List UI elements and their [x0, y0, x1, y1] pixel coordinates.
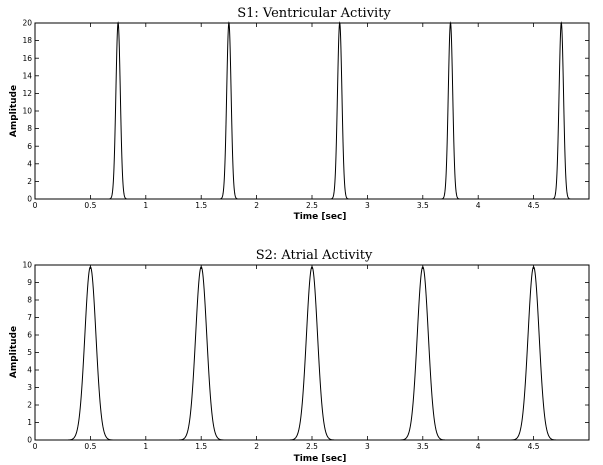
- x-tick-label: 2: [254, 201, 259, 210]
- x-tick-label: 1.5: [195, 442, 207, 451]
- x-tick-label: 0: [33, 201, 38, 210]
- y-tick-label: 18: [22, 36, 32, 45]
- y-tick-label: 8: [27, 124, 32, 133]
- panel-atrial: S2: Atrial Activity 0 0.5 1 1.5 2 2.5 3 3.5 4 4.5…: [9, 248, 590, 464]
- y-tick-label: 9: [27, 278, 32, 287]
- series-pulse: [433, 21, 468, 200]
- x-tick-label: 1.5: [195, 201, 207, 210]
- series-pulse: [323, 21, 357, 200]
- x-tick-label: 3.5: [417, 442, 429, 451]
- x-axis-label: Time [sec]: [294, 212, 347, 222]
- y-tick-label: 12: [22, 89, 32, 98]
- x-tick-label: 2.5: [306, 201, 318, 210]
- plot-frame: [34, 22, 590, 200]
- panel-ventricular: S1: Ventricular Activity 0 0.5 1 1.5 2 2.5 3 3.…: [9, 6, 590, 222]
- curve-group: [51, 265, 573, 441]
- x-tick-label: 3: [365, 442, 370, 451]
- y-tick-label: 5: [27, 348, 32, 357]
- y-tick-label: 0: [27, 436, 32, 445]
- series-pulse: [273, 265, 351, 441]
- x-tick-label: 2: [254, 442, 259, 451]
- series-pulse: [384, 265, 462, 441]
- x-tick-label: 0: [33, 442, 38, 451]
- chart-title: S1: Ventricular Activity: [237, 6, 391, 21]
- x-tick-label: 0.5: [84, 442, 96, 451]
- x-tick-label: 4: [476, 442, 481, 451]
- y-tick-label: 8: [27, 296, 32, 305]
- y-axis-label: Amplitude: [9, 326, 19, 378]
- y-tick-label: 10: [22, 261, 32, 270]
- series-pulse: [544, 21, 578, 200]
- y-tick-label: 3: [27, 383, 32, 392]
- y-tick-label: 2: [27, 177, 32, 186]
- y-tick-label: 7: [27, 313, 32, 322]
- x-tick-label: 4: [476, 201, 481, 210]
- x-tick-label: 3.5: [417, 201, 429, 210]
- x-tick-label: 1: [143, 442, 148, 451]
- series-pulse: [162, 265, 240, 441]
- x-tick-label: 4.5: [528, 201, 540, 210]
- y-tick-label: 6: [27, 142, 32, 151]
- y-tick-label: 0: [27, 195, 32, 204]
- series-pulse: [494, 265, 573, 441]
- series-pulse: [51, 265, 130, 441]
- y-axis-label: Amplitude: [9, 85, 19, 137]
- tick-group: 0 0.5 1 1.5 2 2.5 3 3.5 4 4.5 0 2 4 6 8 10 12 14 16 18 20: [22, 19, 589, 210]
- chart-title: S2: Atrial Activity: [256, 248, 373, 263]
- curve-group: [101, 21, 578, 200]
- y-tick-label: 20: [22, 19, 32, 28]
- y-tick-label: 6: [27, 331, 32, 340]
- y-tick-label: 1: [27, 418, 32, 427]
- x-tick-label: 4.5: [528, 442, 540, 451]
- x-tick-label: 2.5: [306, 442, 318, 451]
- x-tick-label: 1: [143, 201, 148, 210]
- x-tick-label: 0.5: [84, 201, 96, 210]
- y-tick-label: 14: [22, 71, 32, 80]
- tick-group: 0 0.5 1 1.5 2 2.5 3 3.5 4 4.5 0 1 2 3 4 5 6 7 8 9 10: [22, 261, 589, 451]
- y-tick-label: 16: [22, 54, 32, 63]
- series-pulse: [101, 21, 135, 200]
- y-tick-label: 10: [22, 107, 32, 116]
- series-pulse: [212, 21, 246, 200]
- y-tick-label: 2: [27, 401, 32, 410]
- y-tick-label: 4: [27, 159, 32, 168]
- y-tick-label: 4: [27, 366, 32, 375]
- x-axis-label: Time [sec]: [294, 454, 347, 464]
- plot-frame: [34, 264, 590, 441]
- x-tick-label: 3: [365, 201, 370, 210]
